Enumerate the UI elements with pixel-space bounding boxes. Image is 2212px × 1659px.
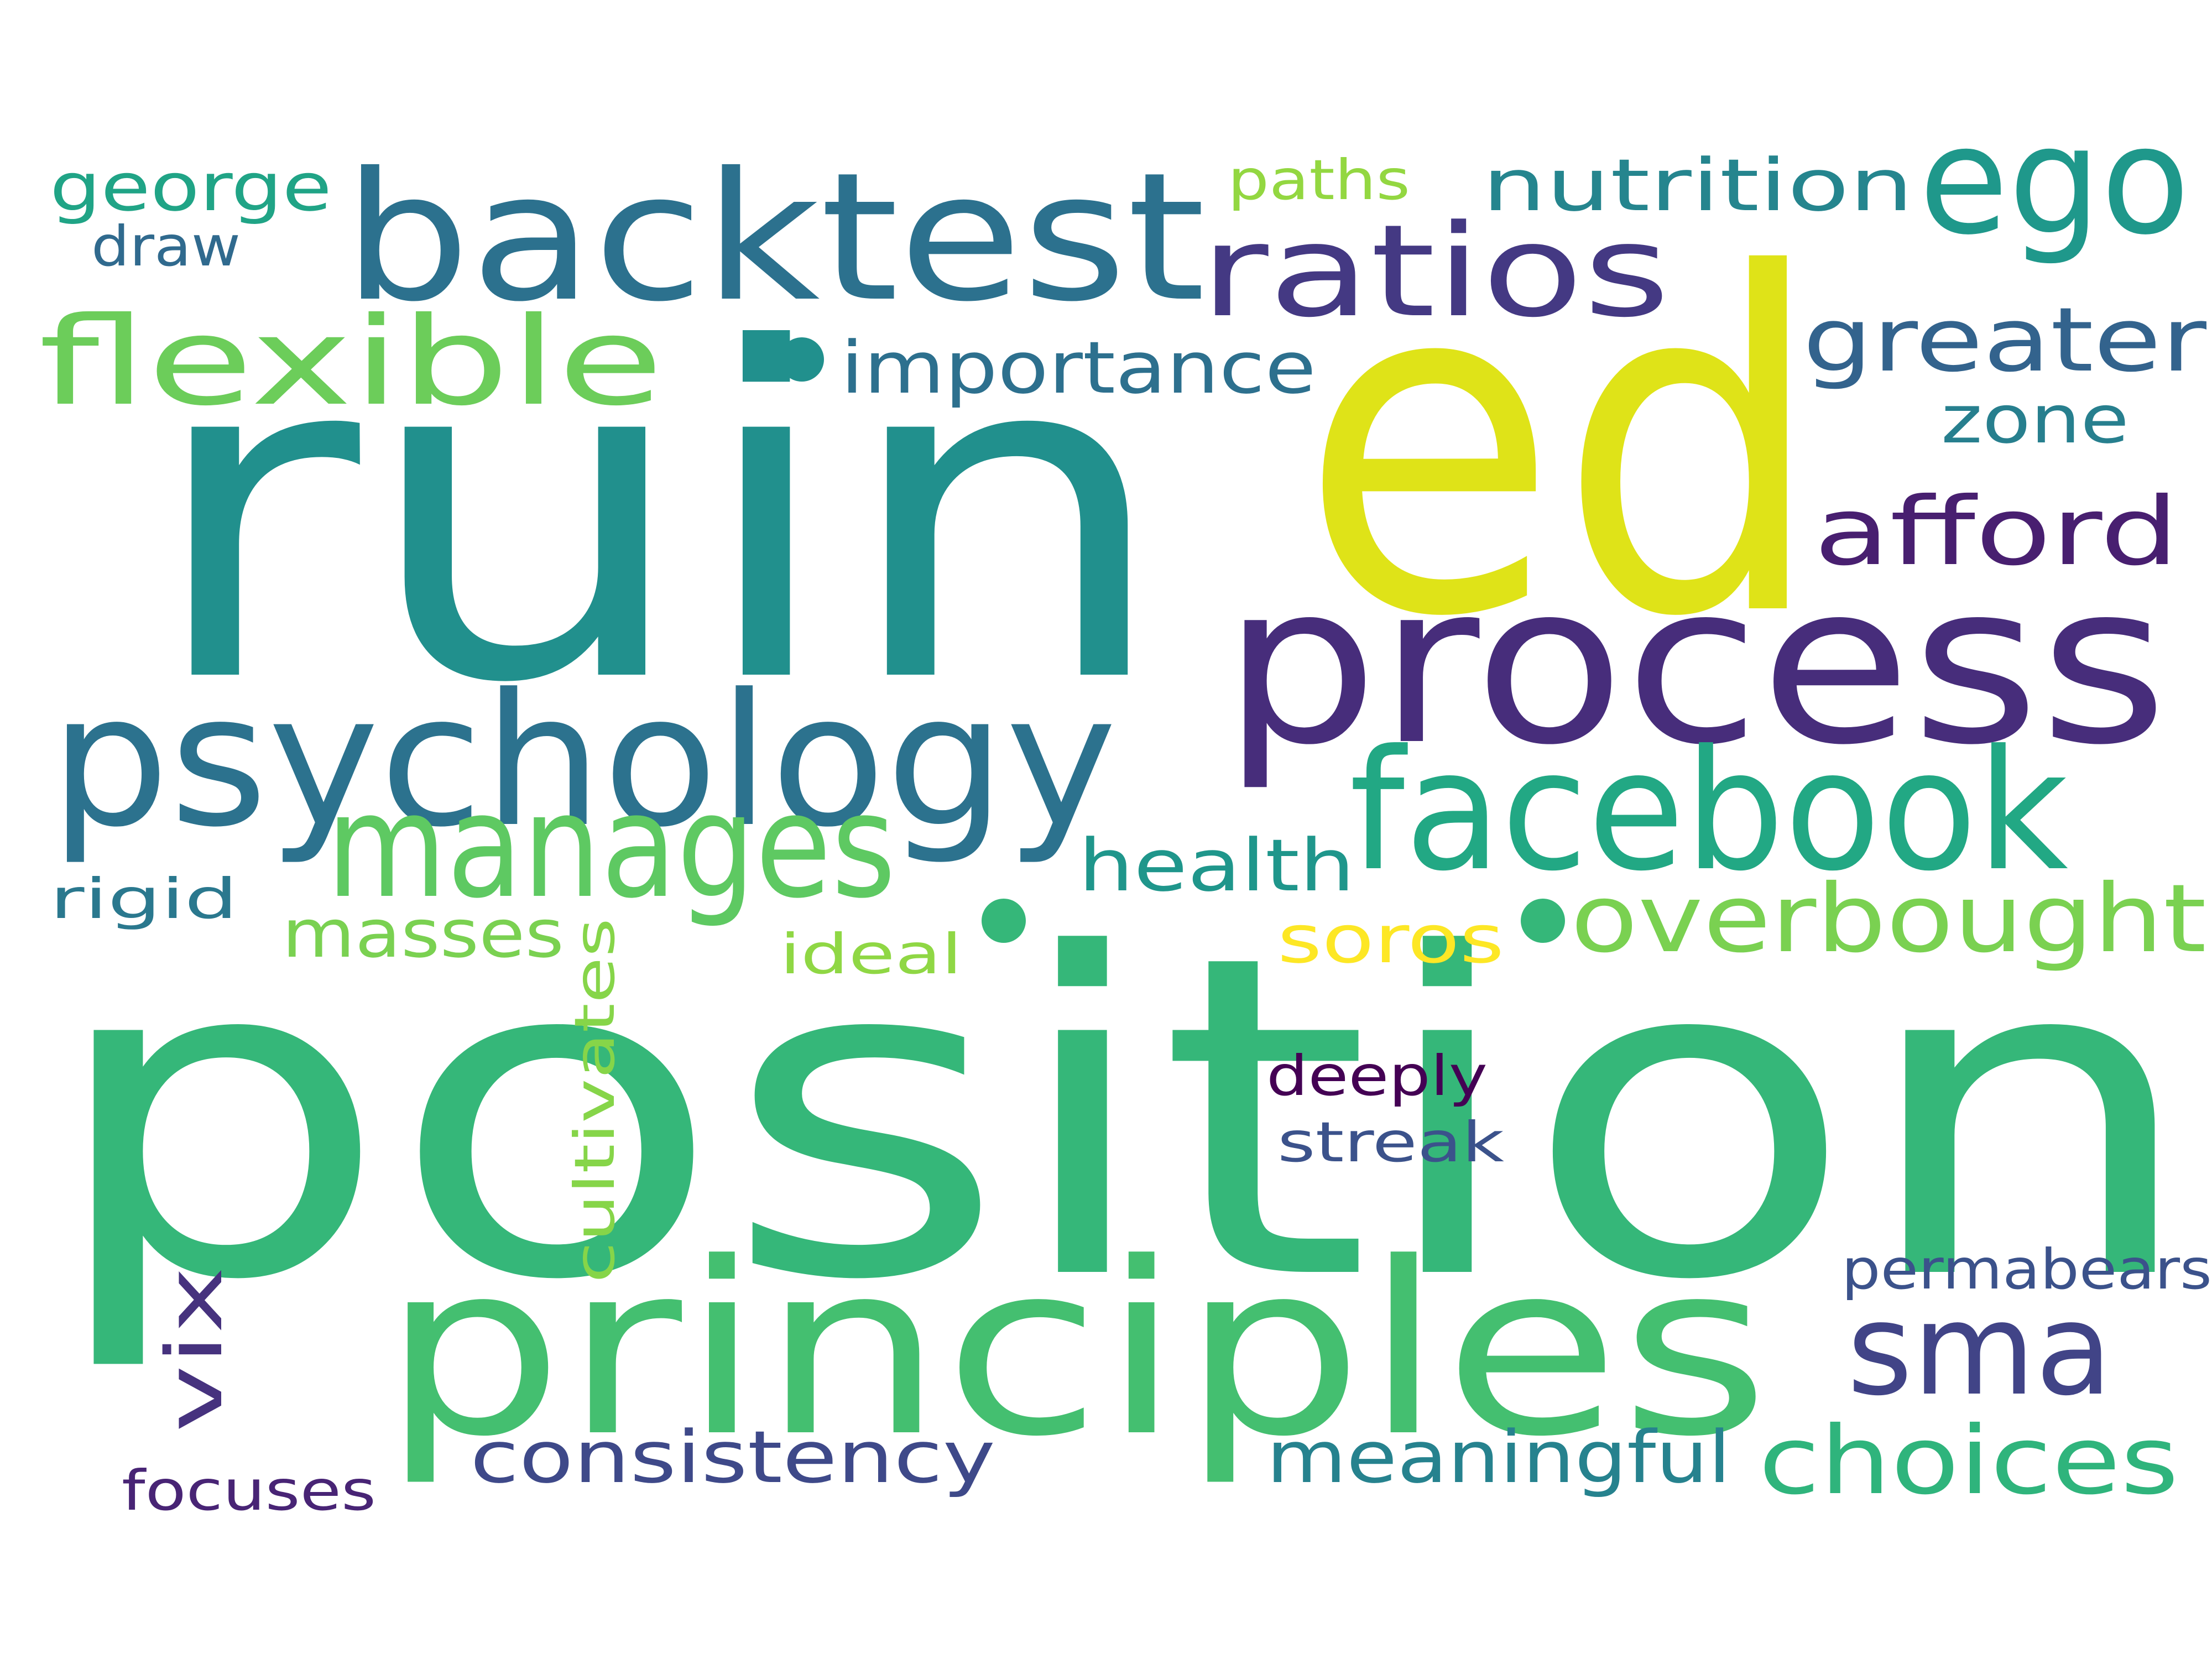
word-position: position: [44, 861, 2201, 1376]
word-masses: masses: [282, 896, 564, 973]
word-ratios: ratios: [1200, 198, 1670, 346]
word-afford: afford: [1814, 477, 2179, 587]
word-flexible: flexible: [39, 291, 664, 432]
dot-mark: [1521, 899, 1565, 943]
word-choices: choices: [1759, 1406, 2179, 1516]
word-process: process: [1222, 536, 2168, 794]
word-ideal: ideal: [780, 922, 962, 987]
word-deeply: deeply: [1266, 1044, 1488, 1108]
word-streak: streak: [1277, 1110, 1504, 1175]
word-nutrition: nutrition: [1482, 143, 1913, 227]
word-soros: soros: [1277, 901, 1504, 978]
word-psychology: psychology: [50, 655, 1117, 867]
word-greater: greater: [1803, 288, 2206, 392]
word-draw: draw: [91, 214, 241, 279]
word-meaningful: meaningful: [1266, 1415, 1731, 1499]
word-backtest: backtest: [343, 135, 1206, 341]
word-cultivates: cultivates: [562, 918, 627, 1283]
word-manages: manages: [326, 763, 896, 930]
word-overbought: overbought: [1571, 864, 2206, 974]
word-ed: ed: [1300, 178, 1825, 718]
word-zone: zone: [1941, 382, 2129, 458]
word-facebook: facebook: [1349, 714, 2068, 907]
word-consistency: consistency: [470, 1415, 995, 1499]
word-importance: importance: [841, 326, 1316, 410]
word-focuses: focuses: [122, 1458, 376, 1523]
word-sma: sma: [1847, 1276, 2112, 1424]
word-principles: principles: [382, 1212, 1770, 1489]
word-george: george: [50, 149, 332, 226]
dot-mark: [780, 337, 824, 382]
word-health: health: [1078, 823, 1355, 907]
dot-mark: [982, 899, 1026, 943]
word-ego: ego: [1919, 93, 2190, 268]
word-vix: vix: [150, 1266, 240, 1432]
word-permabears: permabears: [1841, 1237, 2212, 1302]
word-paths: paths: [1228, 148, 1410, 212]
word-rigid: rigid: [50, 867, 238, 931]
word-ruin: ruin: [144, 254, 1172, 782]
